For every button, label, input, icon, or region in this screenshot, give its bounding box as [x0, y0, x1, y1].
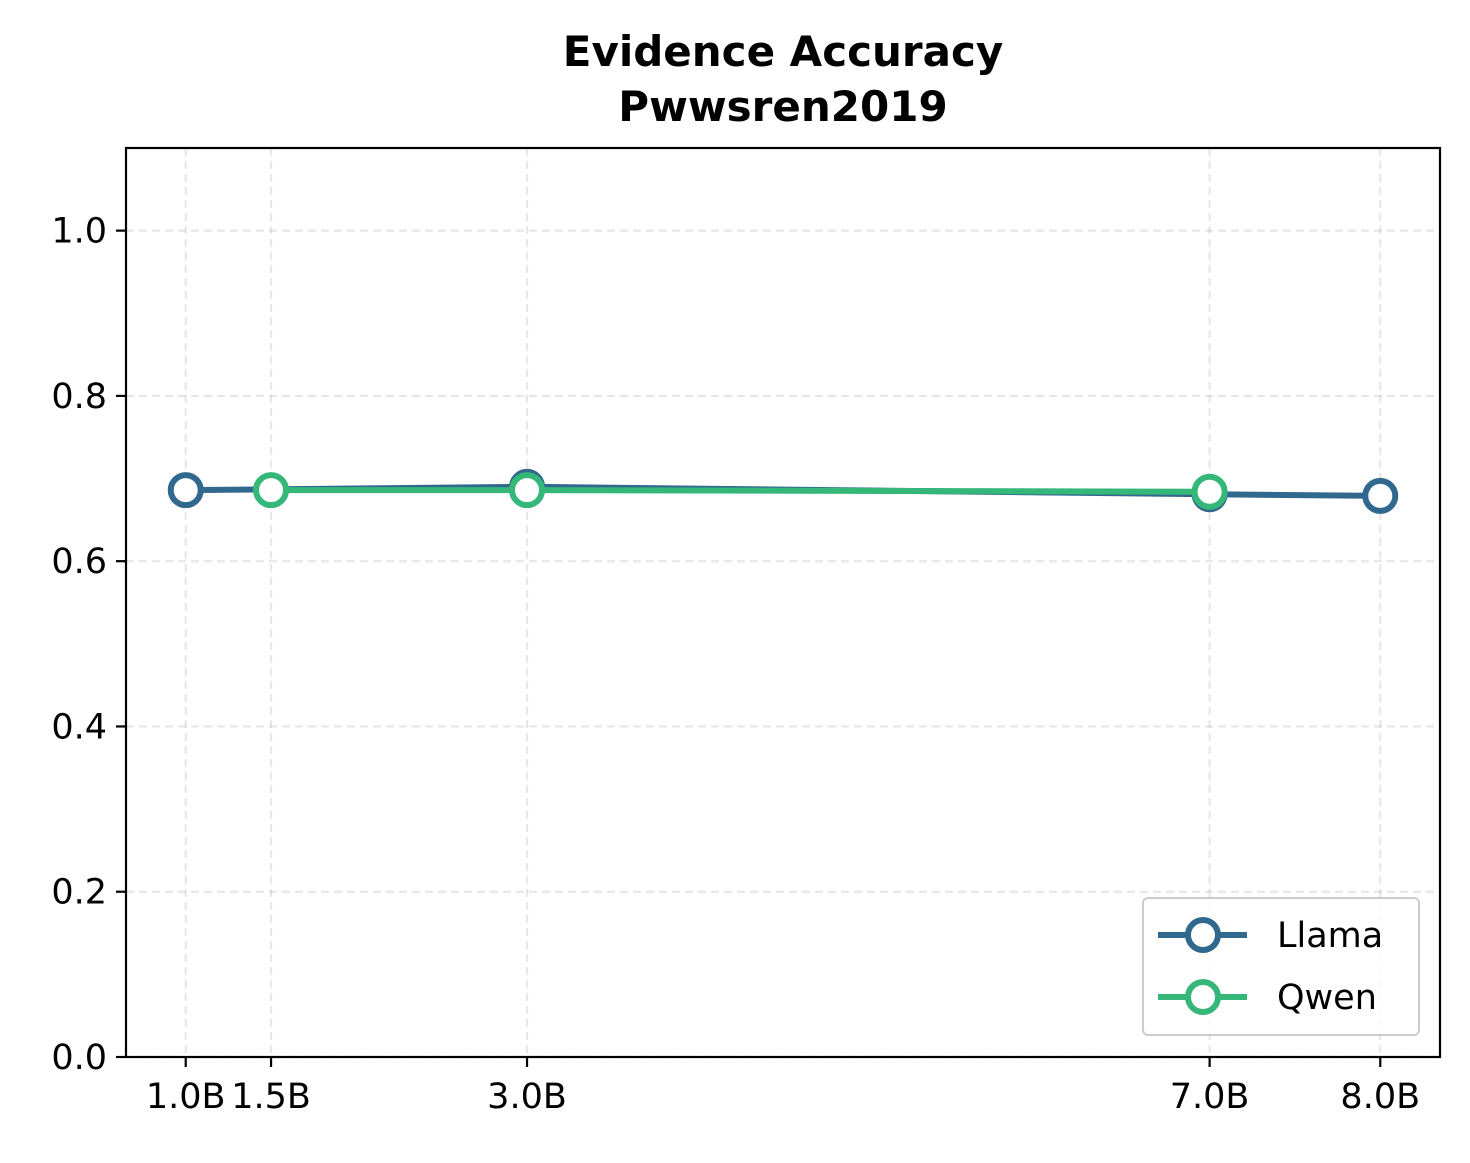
axis-ticks: 1.0B 1.5B 3.0B 7.0B 8.0B 0.0 0.2 0.4 0.6 0.8 1.0	[51, 212, 1420, 1117]
x-tick-label: 7.0B	[1170, 1077, 1250, 1117]
data-point	[253, 472, 290, 509]
y-tick-label: 0.2	[51, 873, 107, 913]
legend-item: Qwen	[1158, 978, 1377, 1018]
y-tick-label: 0.4	[51, 707, 107, 747]
legend-marker	[1185, 979, 1221, 1015]
data-point	[509, 472, 546, 509]
plot-frame	[124, 146, 1442, 1059]
chart-subtitle: Pwwsren2019	[618, 82, 947, 131]
series-line	[268, 487, 1213, 495]
series-group	[167, 468, 1399, 514]
x-tick-label: 3.0B	[487, 1077, 567, 1117]
legend-label: Qwen	[1277, 978, 1377, 1018]
legend-marker	[1185, 917, 1221, 953]
y-tick-label: 0.8	[51, 377, 107, 417]
legend-label: Llama	[1277, 916, 1383, 956]
data-point	[167, 472, 204, 509]
data-point	[1191, 473, 1228, 510]
x-tick-label: 8.0B	[1340, 1077, 1420, 1117]
data-point	[1362, 477, 1399, 514]
x-tick-label: 1.5B	[231, 1077, 311, 1117]
legend-item: Llama	[1158, 916, 1383, 956]
y-tick-label: 0.6	[51, 542, 107, 582]
chart-title: Evidence Accuracy	[563, 27, 1003, 76]
series-qwen	[253, 472, 1228, 510]
legend: Llama Qwen	[1142, 897, 1420, 1036]
x-tick-label: 1.0B	[146, 1077, 226, 1117]
y-tick-label: 0.0	[51, 1038, 107, 1078]
y-tick-label: 1.0	[51, 212, 107, 252]
